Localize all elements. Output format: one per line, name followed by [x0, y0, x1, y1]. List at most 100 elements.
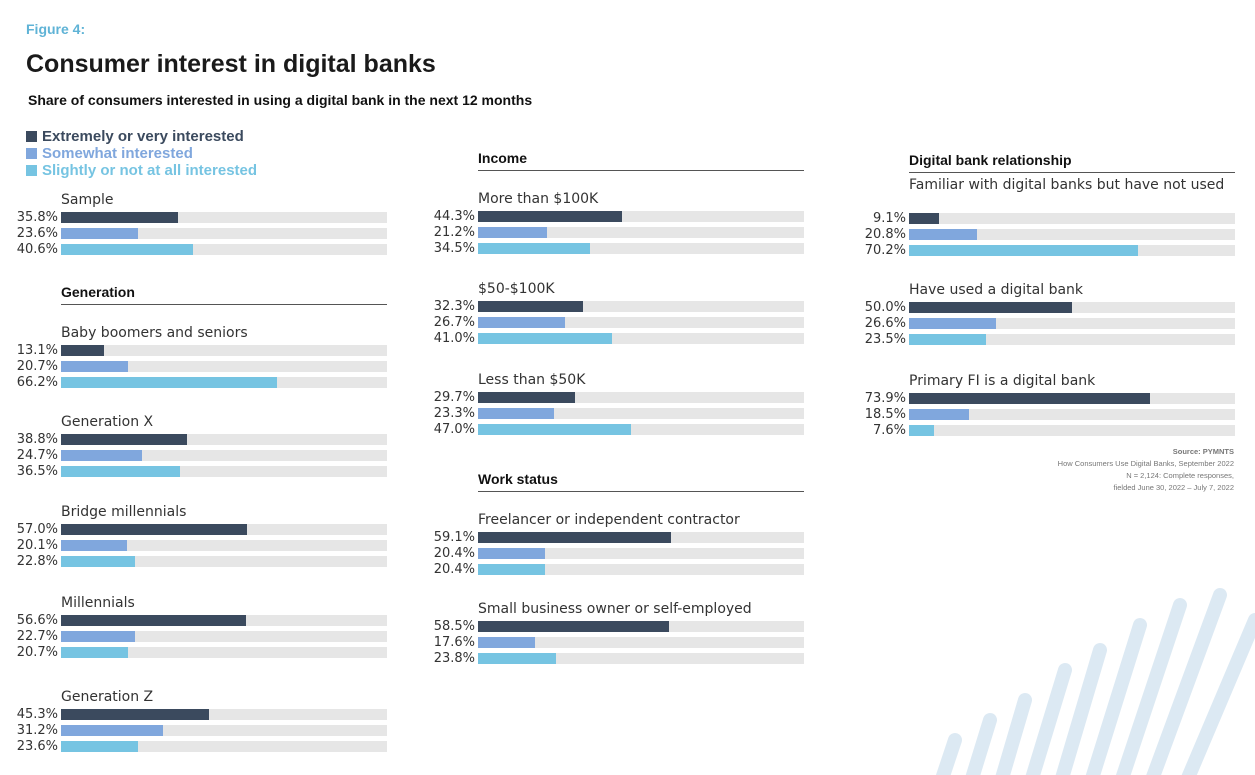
- bar-track: [478, 621, 804, 632]
- bar-row: 73.9%: [848, 391, 1235, 406]
- bar-row: 23.3%: [417, 406, 804, 421]
- bar-row: 20.4%: [417, 562, 804, 577]
- bar-row: 31.2%: [0, 723, 387, 738]
- bar-track: [61, 434, 387, 445]
- bar-value-label: 23.6%: [16, 226, 58, 241]
- legend-swatch-somewhat: [26, 148, 37, 159]
- bar-track: [478, 548, 804, 559]
- bar-value-label: 21.2%: [433, 225, 475, 240]
- bar-value-label: 24.7%: [16, 448, 58, 463]
- bar-track: [909, 318, 1235, 329]
- legend-label-somewhat: Somewhat interested: [42, 145, 193, 162]
- bar-slightly-or-not-at-all-interested: [61, 244, 194, 255]
- bar-slightly-or-not-at-all-interested: [478, 653, 556, 664]
- bar-value-label: 20.7%: [16, 645, 58, 660]
- bar-value-label: 58.5%: [433, 619, 475, 634]
- section-heading-generation: Generation: [61, 284, 387, 305]
- bar-row: 56.6%: [0, 613, 387, 628]
- bar-row: 23.8%: [417, 651, 804, 666]
- bar-value-label: 59.1%: [433, 530, 475, 545]
- group-label-baby-boomers-and-seniors: Baby boomers and seniors: [61, 325, 248, 341]
- bar-somewhat-interested: [478, 637, 536, 648]
- legend-label-extremely: Extremely or very interested: [42, 128, 244, 145]
- bar-row: 50.0%: [848, 300, 1235, 315]
- bar-row: 47.0%: [417, 422, 804, 437]
- group-label-small-business-owner-or-self-employed: Small business owner or self-employed: [478, 601, 752, 617]
- bar-row: 59.1%: [417, 530, 804, 545]
- bar-track: [909, 229, 1235, 240]
- bar-row: 20.1%: [0, 538, 387, 553]
- bar-track: [61, 361, 387, 372]
- bar-row: 21.2%: [417, 225, 804, 240]
- group-label-less-than-50k: Less than $50K: [478, 372, 586, 388]
- bar-slightly-or-not-at-all-interested: [478, 243, 591, 254]
- bar-track: [478, 637, 804, 648]
- group-label-generation-x: Generation X: [61, 414, 154, 430]
- bar-row: 23.6%: [0, 739, 387, 754]
- bar-value-label: 56.6%: [16, 613, 58, 628]
- group-label-millennials: Millennials: [61, 595, 135, 611]
- bar-row: 7.6%: [848, 423, 1235, 438]
- bar-value-label: 22.7%: [16, 629, 58, 644]
- bar-track: [478, 333, 804, 344]
- bar-track: [909, 393, 1235, 404]
- legend-item-somewhat: Somewhat interested: [26, 145, 257, 162]
- bar-row: 26.6%: [848, 316, 1235, 331]
- decorative-stripes: [935, 588, 1255, 775]
- bar-track: [61, 345, 387, 356]
- bar-extremely-or-very-interested: [61, 212, 178, 223]
- bar-value-label: 29.7%: [433, 390, 475, 405]
- bar-somewhat-interested: [61, 450, 142, 461]
- source-title: Source: PYMNTS: [1172, 447, 1234, 456]
- bar-row: 20.7%: [0, 645, 387, 660]
- bar-track: [909, 409, 1235, 420]
- group-label-more-than-100k: More than $100K: [478, 191, 599, 207]
- bar-slightly-or-not-at-all-interested: [61, 556, 136, 567]
- bar-track: [478, 227, 804, 238]
- bar-row: 20.4%: [417, 546, 804, 561]
- bar-slightly-or-not-at-all-interested: [909, 334, 986, 345]
- bar-value-label: 20.1%: [16, 538, 58, 553]
- bar-row: 57.0%: [0, 522, 387, 537]
- bar-row: 38.8%: [0, 432, 387, 447]
- bar-extremely-or-very-interested: [478, 532, 671, 543]
- bar-track: [61, 631, 387, 642]
- bar-track: [61, 615, 387, 626]
- legend-label-slightly: Slightly or not at all interested: [42, 162, 258, 179]
- bar-track: [61, 450, 387, 461]
- bar-value-label: 50.0%: [864, 300, 906, 315]
- bar-row: 32.3%: [417, 299, 804, 314]
- bar-row: 35.8%: [0, 210, 387, 225]
- bar-extremely-or-very-interested: [61, 709, 209, 720]
- bar-value-label: 26.6%: [864, 316, 906, 331]
- bar-extremely-or-very-interested: [909, 302, 1072, 313]
- bar-extremely-or-very-interested: [61, 615, 246, 626]
- group-label-primary-fi-is-a-digital-bank: Primary FI is a digital bank: [909, 373, 1096, 389]
- bar-value-label: 20.4%: [433, 562, 475, 577]
- bar-value-label: 38.8%: [16, 432, 58, 447]
- bar-track: [909, 213, 1235, 224]
- bar-value-label: 22.8%: [16, 554, 58, 569]
- source-note: Source: PYMNTS How Consumers Use Digital…: [1058, 446, 1234, 494]
- bar-row: 70.2%: [848, 243, 1235, 258]
- bar-row: 18.5%: [848, 407, 1235, 422]
- bar-track: [478, 211, 804, 222]
- bar-row: 58.5%: [417, 619, 804, 634]
- bar-value-label: 17.6%: [433, 635, 475, 650]
- bar-row: 26.7%: [417, 315, 804, 330]
- bar-slightly-or-not-at-all-interested: [61, 377, 277, 388]
- bar-track: [909, 334, 1235, 345]
- bar-track: [61, 647, 387, 658]
- bar-slightly-or-not-at-all-interested: [909, 425, 934, 436]
- bar-slightly-or-not-at-all-interested: [478, 424, 632, 435]
- bar-value-label: 57.0%: [16, 522, 58, 537]
- bar-somewhat-interested: [478, 548, 545, 559]
- section-heading-income: Income: [478, 150, 804, 171]
- bar-row: 22.7%: [0, 629, 387, 644]
- bar-slightly-or-not-at-all-interested: [61, 741, 138, 752]
- bar-value-label: 36.5%: [16, 464, 58, 479]
- legend-swatch-slightly: [26, 165, 37, 176]
- bar-value-label: 23.6%: [16, 739, 58, 754]
- bar-track: [478, 424, 804, 435]
- bar-track: [61, 741, 387, 752]
